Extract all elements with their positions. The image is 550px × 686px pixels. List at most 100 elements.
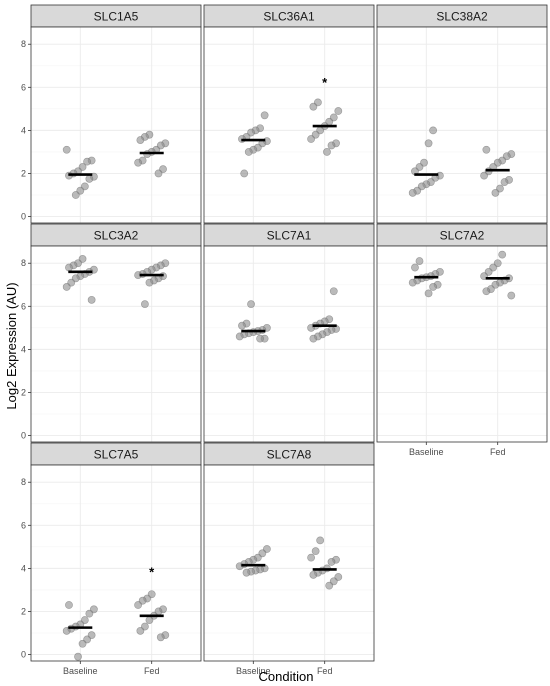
data-point (408, 188, 417, 197)
data-point (65, 601, 73, 609)
panel-slc7a2: SLC7A2 Baseline Fed (376, 223, 548, 457)
panel-title: SLC36A1 (263, 10, 315, 24)
panel-slc3a2: SLC3A2 0 2 4 6 8 (21, 223, 202, 443)
data-point (78, 639, 87, 648)
data-point (247, 300, 255, 309)
data-point (242, 568, 251, 577)
y-tick-label: 2 (21, 606, 26, 616)
plot-background (377, 246, 547, 442)
y-tick-label: 6 (21, 520, 26, 530)
data-point (244, 148, 253, 156)
y-axis-title: Log2 Expression (AU) (4, 282, 19, 409)
significance-star: * (149, 565, 155, 580)
data-point (309, 102, 318, 111)
data-point (415, 257, 424, 265)
data-point (482, 287, 491, 296)
panel-slc7a5: SLC7A5 * 0 2 4 6 8 Baseline Fed (21, 442, 202, 676)
data-point (65, 263, 73, 272)
data-point (429, 283, 437, 291)
data-point (309, 570, 318, 579)
data-point (87, 295, 96, 304)
panel-border (203, 26, 375, 224)
x-tick-label: Baseline (409, 447, 444, 457)
panel-title: SLC7A2 (440, 229, 485, 243)
x-tick-label: Fed (490, 447, 506, 457)
y-tick-label: 0 (21, 650, 26, 660)
data-point (62, 283, 71, 291)
data-point (334, 107, 343, 115)
plot-background (377, 27, 547, 223)
panel-title: SLC7A8 (267, 448, 312, 462)
data-point (323, 148, 331, 156)
data-point (482, 145, 491, 154)
panel-slc1a5: SLC1A5 0 2 4 6 8 (21, 4, 202, 224)
data-point (240, 169, 249, 178)
data-point (491, 188, 500, 197)
data-point (134, 158, 142, 167)
data-point (62, 145, 71, 154)
plot-background (31, 465, 201, 661)
data-point (408, 278, 417, 287)
y-tick-label: 8 (21, 39, 26, 49)
data-point (307, 553, 315, 562)
data-point (62, 626, 71, 635)
data-point (309, 334, 318, 343)
panel-title: SLC3A2 (94, 229, 139, 243)
data-point (71, 191, 80, 199)
data-point (307, 135, 315, 143)
panel-title: SLC38A2 (436, 10, 488, 24)
data-point (260, 111, 269, 120)
data-point (311, 547, 320, 556)
data-point (136, 136, 145, 144)
panel-border (203, 245, 375, 443)
data-point (424, 289, 433, 298)
plot-background (204, 246, 374, 442)
data-point (134, 601, 142, 609)
data-point (154, 169, 163, 178)
data-point (256, 334, 264, 343)
y-tick-label: 4 (21, 125, 26, 135)
data-point (238, 321, 246, 330)
data-point (85, 174, 94, 183)
panel-border (376, 26, 548, 224)
data-point (145, 616, 154, 624)
data-point (329, 287, 338, 296)
data-point (145, 278, 154, 287)
panel-title: SLC1A5 (94, 10, 139, 24)
plot-background (204, 27, 374, 223)
panels-layer: SLC1A502468SLC36A1*SLC38A2SLC3A202468SLC… (21, 4, 548, 676)
y-tick-label: 4 (21, 563, 26, 573)
data-point (156, 633, 165, 642)
data-point (85, 609, 94, 618)
panel-slc38a2: SLC38A2 (376, 4, 548, 224)
panel-slc36a1: SLC36A1 * (203, 4, 375, 224)
y-tick-label: 8 (21, 477, 26, 487)
x-tick-label: Baseline (236, 666, 271, 676)
data-point (325, 581, 334, 590)
data-point (140, 300, 149, 309)
data-point (429, 126, 437, 135)
data-point (411, 263, 419, 272)
panel-border (30, 26, 202, 224)
y-tick-label: 6 (21, 301, 26, 311)
x-axis-title: Condition (259, 669, 314, 684)
y-tick-label: 6 (21, 82, 26, 92)
panel-border (203, 464, 375, 662)
data-point (74, 652, 82, 661)
data-point (327, 141, 336, 150)
significance-star: * (322, 75, 328, 90)
panel-border (30, 464, 202, 662)
panel-title: SLC7A5 (94, 448, 139, 462)
data-point (235, 332, 244, 341)
data-point (327, 558, 336, 566)
data-point (507, 291, 516, 300)
x-tick-label: Fed (144, 666, 160, 676)
data-point (316, 536, 325, 545)
data-point (83, 157, 91, 166)
data-point (480, 171, 488, 180)
data-point (136, 626, 145, 635)
panel-border (30, 245, 202, 443)
panel-slc7a1: SLC7A1 (203, 223, 375, 443)
plot-background (31, 27, 201, 223)
